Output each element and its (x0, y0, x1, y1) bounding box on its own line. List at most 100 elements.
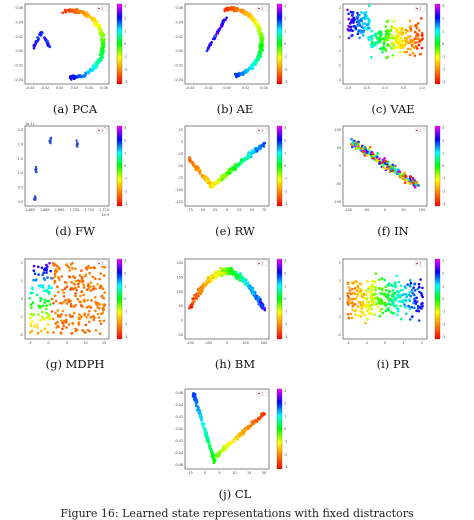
scatter-point (225, 271, 228, 275)
scatter-point (375, 155, 379, 159)
scatter-point (254, 297, 258, 301)
colorbar-tick-label: 3 (284, 126, 286, 130)
scatter-point (418, 39, 422, 42)
scatter-point (103, 38, 106, 41)
scatter-point (30, 329, 34, 333)
scatter-point (387, 302, 390, 305)
scatter-point (391, 289, 395, 292)
panel-ae: 0.06 0.04 0.02 0.00 -0.02 -0.04 -0.04 -0.02 0.00… (160, 0, 310, 120)
scatter-point (200, 289, 204, 293)
scatter-point (56, 264, 59, 268)
x-tick-label: -50 (364, 208, 370, 212)
scatter-point (414, 183, 418, 186)
panel-mdph: 2 1 0 -1 -2 -5 0 5 10 15 z 3 2 1 0 -1 -2 -3 (g) MDPH (0, 255, 150, 375)
panel-vae: 2 1 0 -1 -2 -3 -1.0 -0.5 0.0 0.5 1.0 z 3 2 1 0 -1 -2 -3 (c)… (318, 0, 468, 120)
scatter-point (92, 285, 95, 288)
scatter-point (393, 304, 396, 308)
scatter-point (247, 151, 250, 154)
scatter-point (230, 268, 234, 272)
panel-in: 100 50 0 -50 -100 -100 -50 0 50 100 z 3 2 1 0 -1 -2 -3 (f)… (318, 122, 468, 242)
scatter-point (74, 294, 77, 298)
x-tick-label: 20 (262, 471, 266, 475)
scatter-point (41, 317, 44, 320)
scatter-point (76, 328, 79, 332)
scatter-point (49, 303, 52, 306)
colorbar-tick-label: 1 (442, 151, 444, 155)
y-tick-label: 0.00 (15, 49, 23, 53)
scatter-point (98, 319, 102, 323)
y-tick-label: 0.02 (15, 35, 23, 39)
scatter-point (374, 272, 378, 275)
y-tick-label: 2 (339, 6, 341, 10)
x-tick-label: 15 (102, 341, 106, 345)
scatter-point (93, 316, 96, 320)
scatter-point (261, 44, 264, 48)
colorbar-tick-label: 3 (124, 4, 126, 8)
scatter-point (49, 137, 52, 140)
scatter-point (348, 301, 352, 305)
scatter-point (229, 272, 232, 276)
scatter-point (399, 284, 403, 288)
scatter-point (222, 18, 225, 22)
scatter-point (99, 272, 103, 275)
legend-label: z (262, 392, 264, 396)
scatter-point (413, 282, 416, 286)
scatter-point (367, 290, 370, 293)
scatter-point (386, 55, 390, 59)
y-tick-label: -125 (175, 200, 183, 204)
scatter-point (363, 22, 366, 25)
scatter-point (406, 29, 409, 33)
scatter-point (348, 289, 352, 292)
scatter-point (43, 268, 46, 272)
scatter-point (56, 309, 60, 312)
scatter-point (237, 163, 241, 167)
scatter-point (88, 305, 92, 308)
colorbar-tick-label: 0 (442, 297, 444, 301)
scatter-point (92, 287, 95, 291)
scatter-point (48, 290, 51, 294)
scatter-point (63, 319, 66, 323)
colorbar-tick-label: -3 (442, 80, 445, 84)
scatter-point (30, 320, 34, 323)
scatter-point (61, 309, 65, 313)
scatter-point (398, 293, 402, 297)
scatter-point (34, 165, 37, 168)
scatter-point (76, 297, 80, 301)
scatter-point (380, 307, 383, 311)
scatter-point (408, 299, 412, 303)
scatter-point (372, 156, 376, 160)
scatter-point (227, 171, 231, 175)
colorbar-tick-label: -1 (284, 310, 287, 314)
scatter-point (222, 270, 226, 274)
scatter-point (242, 158, 245, 161)
scatter-point (356, 294, 359, 298)
colorbar-tick-label: 1 (284, 414, 286, 418)
scatter-point (405, 37, 408, 40)
scatter-point (103, 265, 107, 269)
scatter-point (360, 19, 364, 23)
scatter-point (200, 174, 204, 177)
scatter-point (355, 289, 359, 292)
scatter-point (403, 305, 407, 309)
scatter-point (82, 293, 85, 297)
scatter-point (83, 299, 86, 303)
y-tick-label: 0.00 (175, 49, 183, 53)
scatter-point (68, 75, 72, 78)
scatter-point (47, 313, 51, 317)
scatter-point (420, 46, 424, 50)
scatter-point (408, 290, 412, 294)
scatter-point (48, 317, 52, 321)
scatter-point (359, 315, 363, 318)
scatter-point (409, 48, 412, 51)
x-tick-label: 0.04 (85, 86, 93, 90)
scatter-point (84, 273, 88, 276)
scatter-point (202, 285, 206, 288)
plot-vae: 2 1 0 -1 -2 -3 -1.0 -0.5 0.0 0.5 1.0 z 3 2 1 0 -1 -2 -3 (338, 3, 445, 90)
scatter-point (64, 314, 68, 317)
scatter-point (393, 42, 396, 45)
scatter-point (43, 327, 47, 330)
y-tick-label: -0.04 (174, 451, 183, 455)
scatter-point (67, 300, 71, 304)
x-tick-label: 10 (232, 471, 236, 475)
scatter-point (372, 281, 376, 285)
